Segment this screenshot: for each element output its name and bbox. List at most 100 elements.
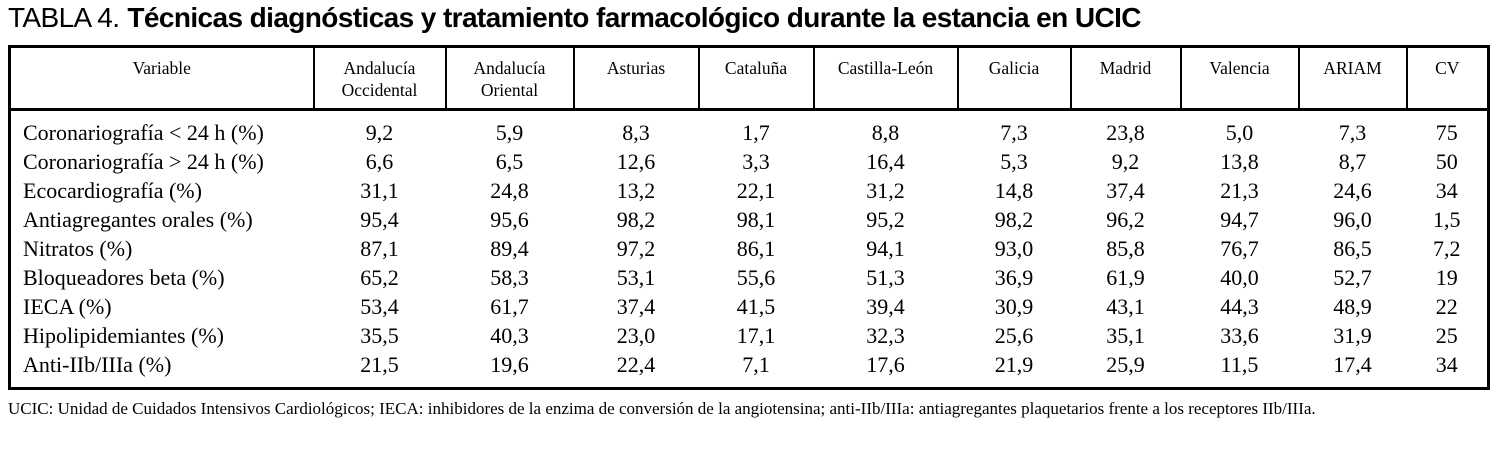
row-label: Ecocardiografía (%) [23,178,202,203]
cell-value: 95,6 [490,207,529,232]
cell-value: 8,8 [871,120,900,145]
table-body: Coronariografía < 24 h (%) 9,2 5,9 8,3 1,7 8,… [10,110,1489,389]
cell-value: 40,0 [1220,265,1259,290]
cell-value: 9,2 [365,120,394,145]
cell-value: 44,3 [1220,294,1259,319]
cell-value: 53,4 [360,294,399,319]
table-caption: Técnicas diagnósticas y tratamiento farm… [127,2,1141,33]
cell-value: 3,3 [742,149,770,174]
cell-value: 25,9 [1106,352,1145,377]
row-label: Coronariografía > 24 h (%) [23,149,264,174]
cell-value: 13,8 [1220,149,1259,174]
row-label: Antiagregantes orales (%) [23,207,253,232]
cell-value: 21,5 [360,352,399,377]
cell-value: 33,6 [1220,323,1259,348]
cell-value: 17,6 [866,352,905,377]
cell-value: 19,6 [490,352,529,377]
cell-value: 98,2 [994,207,1034,232]
cell-value: 17,1 [736,323,776,348]
data-table: Variable Andalucía Occidental Andalucía Or… [8,45,1490,390]
cell-value: 96,2 [1106,207,1145,232]
table-row: IECA (%) 53,4 61,7 37,4 41,5 39,4 30,9 43,1 44,3… [10,292,1489,321]
column-header: Asturias [572,46,699,111]
table-row: Anti-IIb/IIIa (%) 21,5 19,6 22,4 7,1 17,6 21,9… [10,350,1489,389]
table-row: Coronariografía > 24 h (%) 6,6 6,5 12,6 3,3 1… [10,147,1489,176]
cell-value: 24,6 [1333,178,1372,203]
cell-value: 94,7 [1220,207,1259,232]
cell-value: 35,5 [360,323,399,348]
cell-value: 7,2 [1433,236,1461,261]
table-row: Hipolipidemiantes (%) 35,5 40,3 23,0 17,1 32,… [10,321,1489,350]
cell-value: 94,1 [866,236,905,261]
cell-value: 22,4 [616,352,656,377]
cell-value: 5,3 [1000,149,1028,174]
cell-value: 6,5 [495,149,524,174]
cell-value: 35,1 [1106,323,1145,348]
cell-value: 98,1 [736,207,776,232]
cell-value: 37,4 [616,294,656,319]
cell-value: 25,6 [994,323,1034,348]
cell-value: 7,3 [1000,120,1028,145]
cell-value: 86,5 [1333,236,1372,261]
row-label: Coronariografía < 24 h (%) [23,120,264,145]
cell-value: 24,8 [490,178,529,203]
cell-value: 34 [1435,352,1458,377]
cell-value: 5,9 [495,120,524,145]
cell-value: 32,3 [866,323,905,348]
cell-value: 39,4 [866,294,905,319]
cell-value: 98,2 [616,207,656,232]
cell-value: 31,2 [866,178,905,203]
cell-value: 21,3 [1220,178,1259,203]
cell-value: 61,7 [490,294,529,319]
cell-value: 50 [1435,149,1458,174]
cell-value: 22,1 [736,178,776,203]
table-header: Variable Andalucía Occidental Andalucía Or… [9,46,1489,111]
cell-value: 43,1 [1106,294,1145,319]
cell-value: 30,9 [994,294,1034,319]
cell-value: 7,1 [742,352,770,377]
cell-value: 1,7 [742,120,770,145]
cell-value: 8,7 [1338,149,1367,174]
column-header: Variable [9,46,314,111]
cell-value: 52,7 [1333,265,1372,290]
cell-value: 86,1 [736,236,776,261]
cell-value: 11,5 [1220,352,1259,377]
cell-value: 87,1 [360,236,399,261]
column-header: Andalucía Occidental [312,46,446,111]
column-header: Madrid [1069,46,1181,111]
header-row: Variable Andalucía Occidental Andalucía Or… [9,46,1489,111]
cell-value: 58,3 [490,265,529,290]
table-number: TABLA 4. [8,2,120,33]
cell-value: 48,9 [1333,294,1372,319]
cell-value: 41,5 [736,294,776,319]
column-header: Valencia [1179,46,1299,111]
cell-value: 17,4 [1333,352,1372,377]
row-label: Anti-IIb/IIIa (%) [23,352,172,377]
cell-value: 95,4 [360,207,399,232]
table-row: Coronariografía < 24 h (%) 9,2 5,9 8,3 1,7 8,… [10,110,1489,148]
cell-value: 9,2 [1111,149,1140,174]
cell-value: 55,6 [736,265,776,290]
row-label: Bloqueadores beta (%) [23,265,225,290]
cell-value: 12,6 [616,149,656,174]
cell-value: 96,0 [1333,207,1372,232]
cell-value: 23,0 [616,323,656,348]
cell-value: 16,4 [866,149,905,174]
cell-value: 31,1 [360,178,399,203]
cell-value: 37,4 [1106,178,1145,203]
cell-value: 34 [1435,178,1458,203]
table-row: Antiagregantes orales (%) 95,4 95,6 98,2 98,… [10,205,1489,234]
cell-value: 36,9 [994,265,1034,290]
row-label: Nitratos (%) [23,236,133,261]
cell-value: 8,3 [622,120,650,145]
cell-value: 40,3 [490,323,529,348]
cell-value: 22 [1435,294,1458,319]
cell-value: 51,3 [866,265,905,290]
cell-value: 65,2 [360,265,399,290]
cell-value: 21,9 [994,352,1034,377]
cell-value: 76,7 [1220,236,1259,261]
cell-value: 95,2 [866,207,905,232]
table-row: Nitratos (%) 87,1 89,4 97,2 86,1 94,1 93,0 85,8… [10,234,1489,263]
cell-value: 5,0 [1225,120,1254,145]
